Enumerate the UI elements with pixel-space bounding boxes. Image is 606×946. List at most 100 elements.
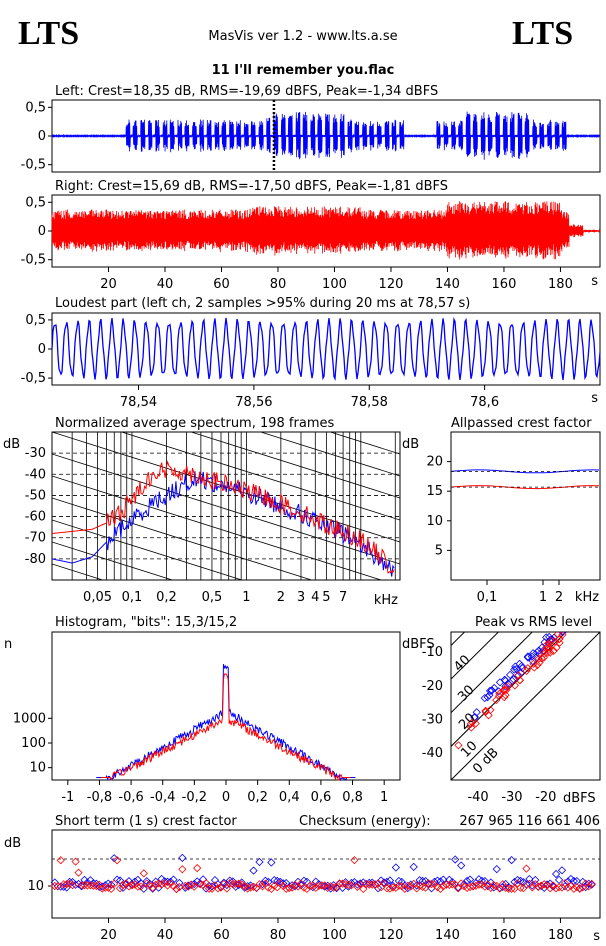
short-term-point-left [376,876,386,885]
short-term-point-left [554,875,564,884]
short-term-point-right [436,884,445,894]
short-term-point-right [166,879,175,888]
spectrum-series-left [52,471,395,577]
short-term-point-right [145,881,154,890]
spectrum-slope-line [189,432,400,499]
short-term-point-right [537,881,546,890]
short-term-point-right [299,883,309,892]
allpassed-ytick-label: 10 [426,514,443,529]
right-waveform-xtick-label: 40 [157,277,174,292]
short-term-point-right [311,883,320,892]
peak-rms-point-right [502,685,511,694]
spectrum-slope-line [52,432,400,543]
left-waveform-ytick-label: 0,5 [25,100,46,115]
short-term-point-right [563,883,573,892]
short-term-point-left [293,877,303,886]
peak-rms-point-right [503,681,512,691]
histogram-xtick-label: -1 [61,790,74,805]
loudest-part-series-left [51,317,601,381]
short-term-point-left [409,862,418,871]
short-term-point-right [222,884,231,893]
peak-rms-point-left [470,712,479,722]
short-term-point-right [139,869,148,878]
histogram-ylabel: n [4,637,12,652]
peak-rms-point-right [542,641,551,650]
short-term-point-left [175,878,184,888]
peak-rms-point-left [517,661,526,671]
loudest-part-xtick-label: 78,58 [351,395,388,410]
short-term-point-left [80,875,89,885]
histogram-title: Histogram, "bits": 15,3/15,2 [55,615,237,630]
short-term-point-left [359,878,368,887]
short-term-point-right [163,881,172,890]
spectrum-ytick-label: -70 [25,531,46,546]
short-term-point-right [207,884,217,893]
short-term-point-left [101,881,110,890]
right-waveform-xtick-label: 80 [270,277,287,292]
short-term-point-right [320,881,329,890]
short-term-point-left [282,878,291,888]
peak-rms-ytick-label: -10 [422,645,443,660]
logo-left: LTS [18,15,79,52]
short-term-point-left [430,877,439,886]
allpassed-frame [450,431,601,581]
peak-rms-point-right [515,676,524,685]
short-term-point-right [528,883,537,892]
spectrum-xtick-label: 1 [242,590,250,605]
peak-rms-crest-line [451,632,533,714]
short-term-point-left [110,854,119,863]
histogram-xtick-label: 0 [222,790,230,805]
short-term-point-right [308,881,317,890]
spectrum-xtick-label: 2 [277,590,285,605]
short-term-point-right [169,882,178,891]
short-term-point-right [184,882,193,891]
short-term-point-left [436,877,445,886]
histogram-xtick-label: -0,6 [118,790,143,805]
short-term-point-left [246,881,255,890]
short-term-point-left [388,881,398,891]
short-term-point-left [86,876,95,885]
right-waveform-unit: s [591,274,598,289]
short-term-point-right [572,883,581,892]
short-term-point-right [581,879,590,888]
right-waveform-xtick-label: 180 [548,277,573,292]
spectrum-slope-line [52,541,174,580]
short-term-point-left [519,878,528,887]
short-term-point-right [216,883,226,892]
histogram-series-left [96,663,356,782]
peak-rms-point-right [510,681,519,690]
short-term-point-right [255,880,264,889]
short-term-point-left [181,883,190,892]
allpassed-xtick-label: kHz [575,590,599,605]
peak-rms-point-left [523,652,533,661]
spectrum-slope-line [120,432,400,521]
histogram-xtick-label: -0,8 [87,790,112,805]
spectrum-xtick-label: 0,1 [122,590,143,605]
short-term-point-right [379,879,389,888]
right-waveform-xtick-label: 60 [213,277,230,292]
short-term-point-right [74,868,83,877]
peak-rms-point-right [530,663,539,672]
right-waveform-ytick-label: 0 [38,224,46,239]
allpassed-series-right [450,485,599,490]
short-term-point-right [587,879,596,888]
short-term-point-right [397,882,406,891]
short-term-point-right [279,881,288,891]
peak-rms-point-right [495,689,504,698]
short-term-point-right [104,883,113,892]
short-term-point-right [510,884,519,893]
short-term-point-right [302,884,312,893]
short-term-point-left [549,882,558,891]
short-term-ylabel: dB [4,836,21,851]
short-term-point-left [551,869,561,879]
allpassed-ylabel: dB [402,437,419,452]
loudest-part-title: Loudest part (left ch, 2 samples >95% du… [55,296,470,311]
spectrum-ylabel: dB [3,437,20,452]
histogram-ytick-label: 10 [29,761,46,776]
peak-rms-frame [450,631,601,781]
allpassed-title: Allpassed crest factor [451,416,592,431]
short-term-point-right [546,884,555,893]
short-term-xtick-label: 40 [157,928,174,943]
short-term-point-left [480,877,489,886]
